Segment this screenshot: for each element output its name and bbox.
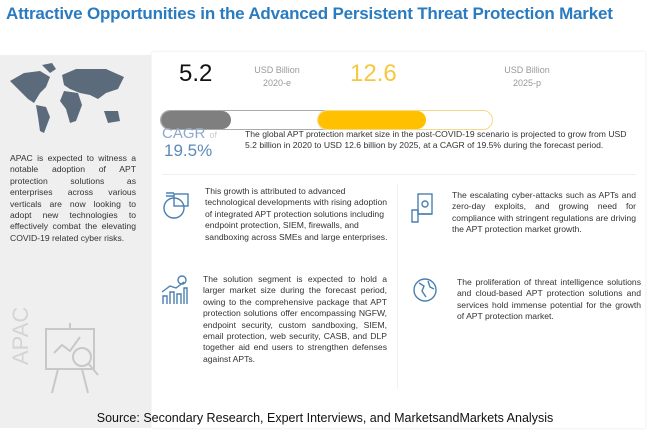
end-bar bbox=[317, 110, 493, 130]
start-unit: USD Billion bbox=[254, 65, 300, 75]
end-year: 2025-p bbox=[512, 78, 542, 88]
cagr-value: 19.5% bbox=[164, 141, 213, 160]
market-description: The global APT protection market size in… bbox=[245, 129, 627, 151]
growth-chart-dollar-icon bbox=[161, 275, 188, 304]
end-value: 12.6 bbox=[350, 60, 397, 87]
start-year: 2020-e bbox=[262, 78, 292, 88]
start-bar bbox=[160, 110, 336, 130]
card-text: The solution segment is expected to hold… bbox=[203, 274, 387, 364]
left-panel: APAC is expected to witness a notable ad… bbox=[0, 55, 151, 428]
cagr-label: CAGR of bbox=[162, 125, 218, 142]
start-value: 5.2 bbox=[179, 60, 213, 87]
right-panel: 5.2 USD Billion 2020-e 12.6 USD Billion … bbox=[152, 52, 645, 428]
page-title: Attractive Opportunities in the Advanced… bbox=[6, 4, 613, 23]
hand-money-icon bbox=[411, 193, 433, 223]
end-unit: USD Billion bbox=[504, 65, 550, 75]
analytics-magnifier-icon bbox=[163, 192, 189, 219]
divider bbox=[162, 174, 636, 175]
apac-label: APAC bbox=[8, 306, 33, 365]
apac-text: APAC is expected to witness a notable ad… bbox=[10, 153, 136, 243]
world-map-icon bbox=[10, 63, 124, 133]
card-text: This growth is attributed to advanced te… bbox=[205, 186, 388, 242]
source-note: Source: Secondary Research, Expert Inter… bbox=[96, 411, 554, 425]
analytics-presentation-icon bbox=[45, 323, 99, 394]
end-bar-fill bbox=[318, 111, 426, 129]
divider bbox=[397, 184, 398, 389]
start-bar-fill bbox=[161, 111, 231, 129]
globe-icon bbox=[413, 278, 437, 302]
card-text: The proliferation of threat intelligence… bbox=[457, 277, 641, 322]
card-text: The escalating cyber-attacks such as APT… bbox=[452, 190, 636, 235]
